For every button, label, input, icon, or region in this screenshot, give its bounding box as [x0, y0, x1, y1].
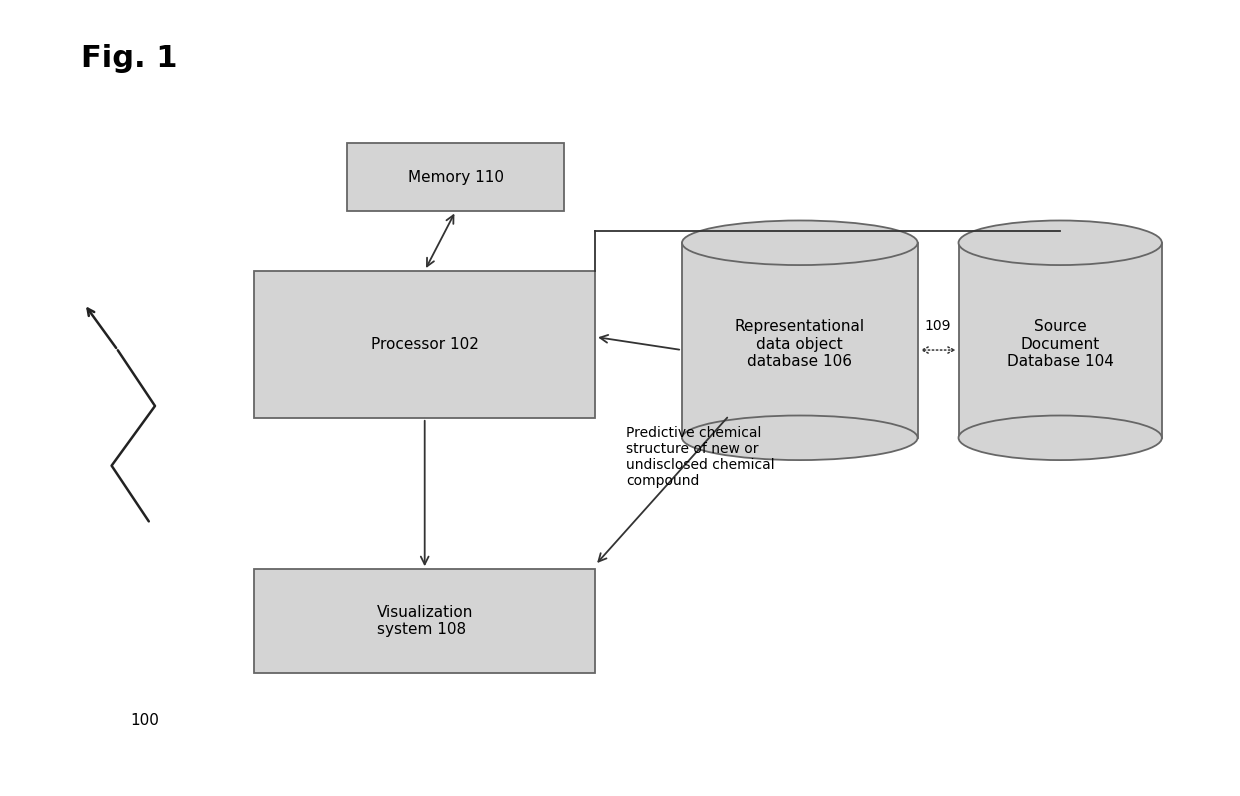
Ellipse shape — [682, 416, 918, 460]
Text: Representational
data object
database 106: Representational data object database 10… — [735, 319, 864, 369]
Polygon shape — [682, 243, 918, 438]
Ellipse shape — [682, 220, 918, 265]
Text: Processor 102: Processor 102 — [371, 337, 479, 352]
Text: Source
Document
Database 104: Source Document Database 104 — [1007, 319, 1114, 369]
Polygon shape — [959, 243, 1162, 438]
Text: 109: 109 — [925, 318, 951, 333]
FancyBboxPatch shape — [254, 569, 595, 673]
Text: 100: 100 — [130, 713, 159, 728]
Text: Memory 110: Memory 110 — [408, 170, 503, 185]
FancyBboxPatch shape — [347, 143, 564, 211]
FancyBboxPatch shape — [254, 271, 595, 418]
Text: Fig. 1: Fig. 1 — [81, 44, 177, 72]
Text: Predictive chemical
structure of new or
undisclosed chemical
compound: Predictive chemical structure of new or … — [626, 426, 775, 489]
Ellipse shape — [959, 416, 1162, 460]
Ellipse shape — [959, 220, 1162, 265]
Text: Visualization
system 108: Visualization system 108 — [377, 605, 472, 637]
